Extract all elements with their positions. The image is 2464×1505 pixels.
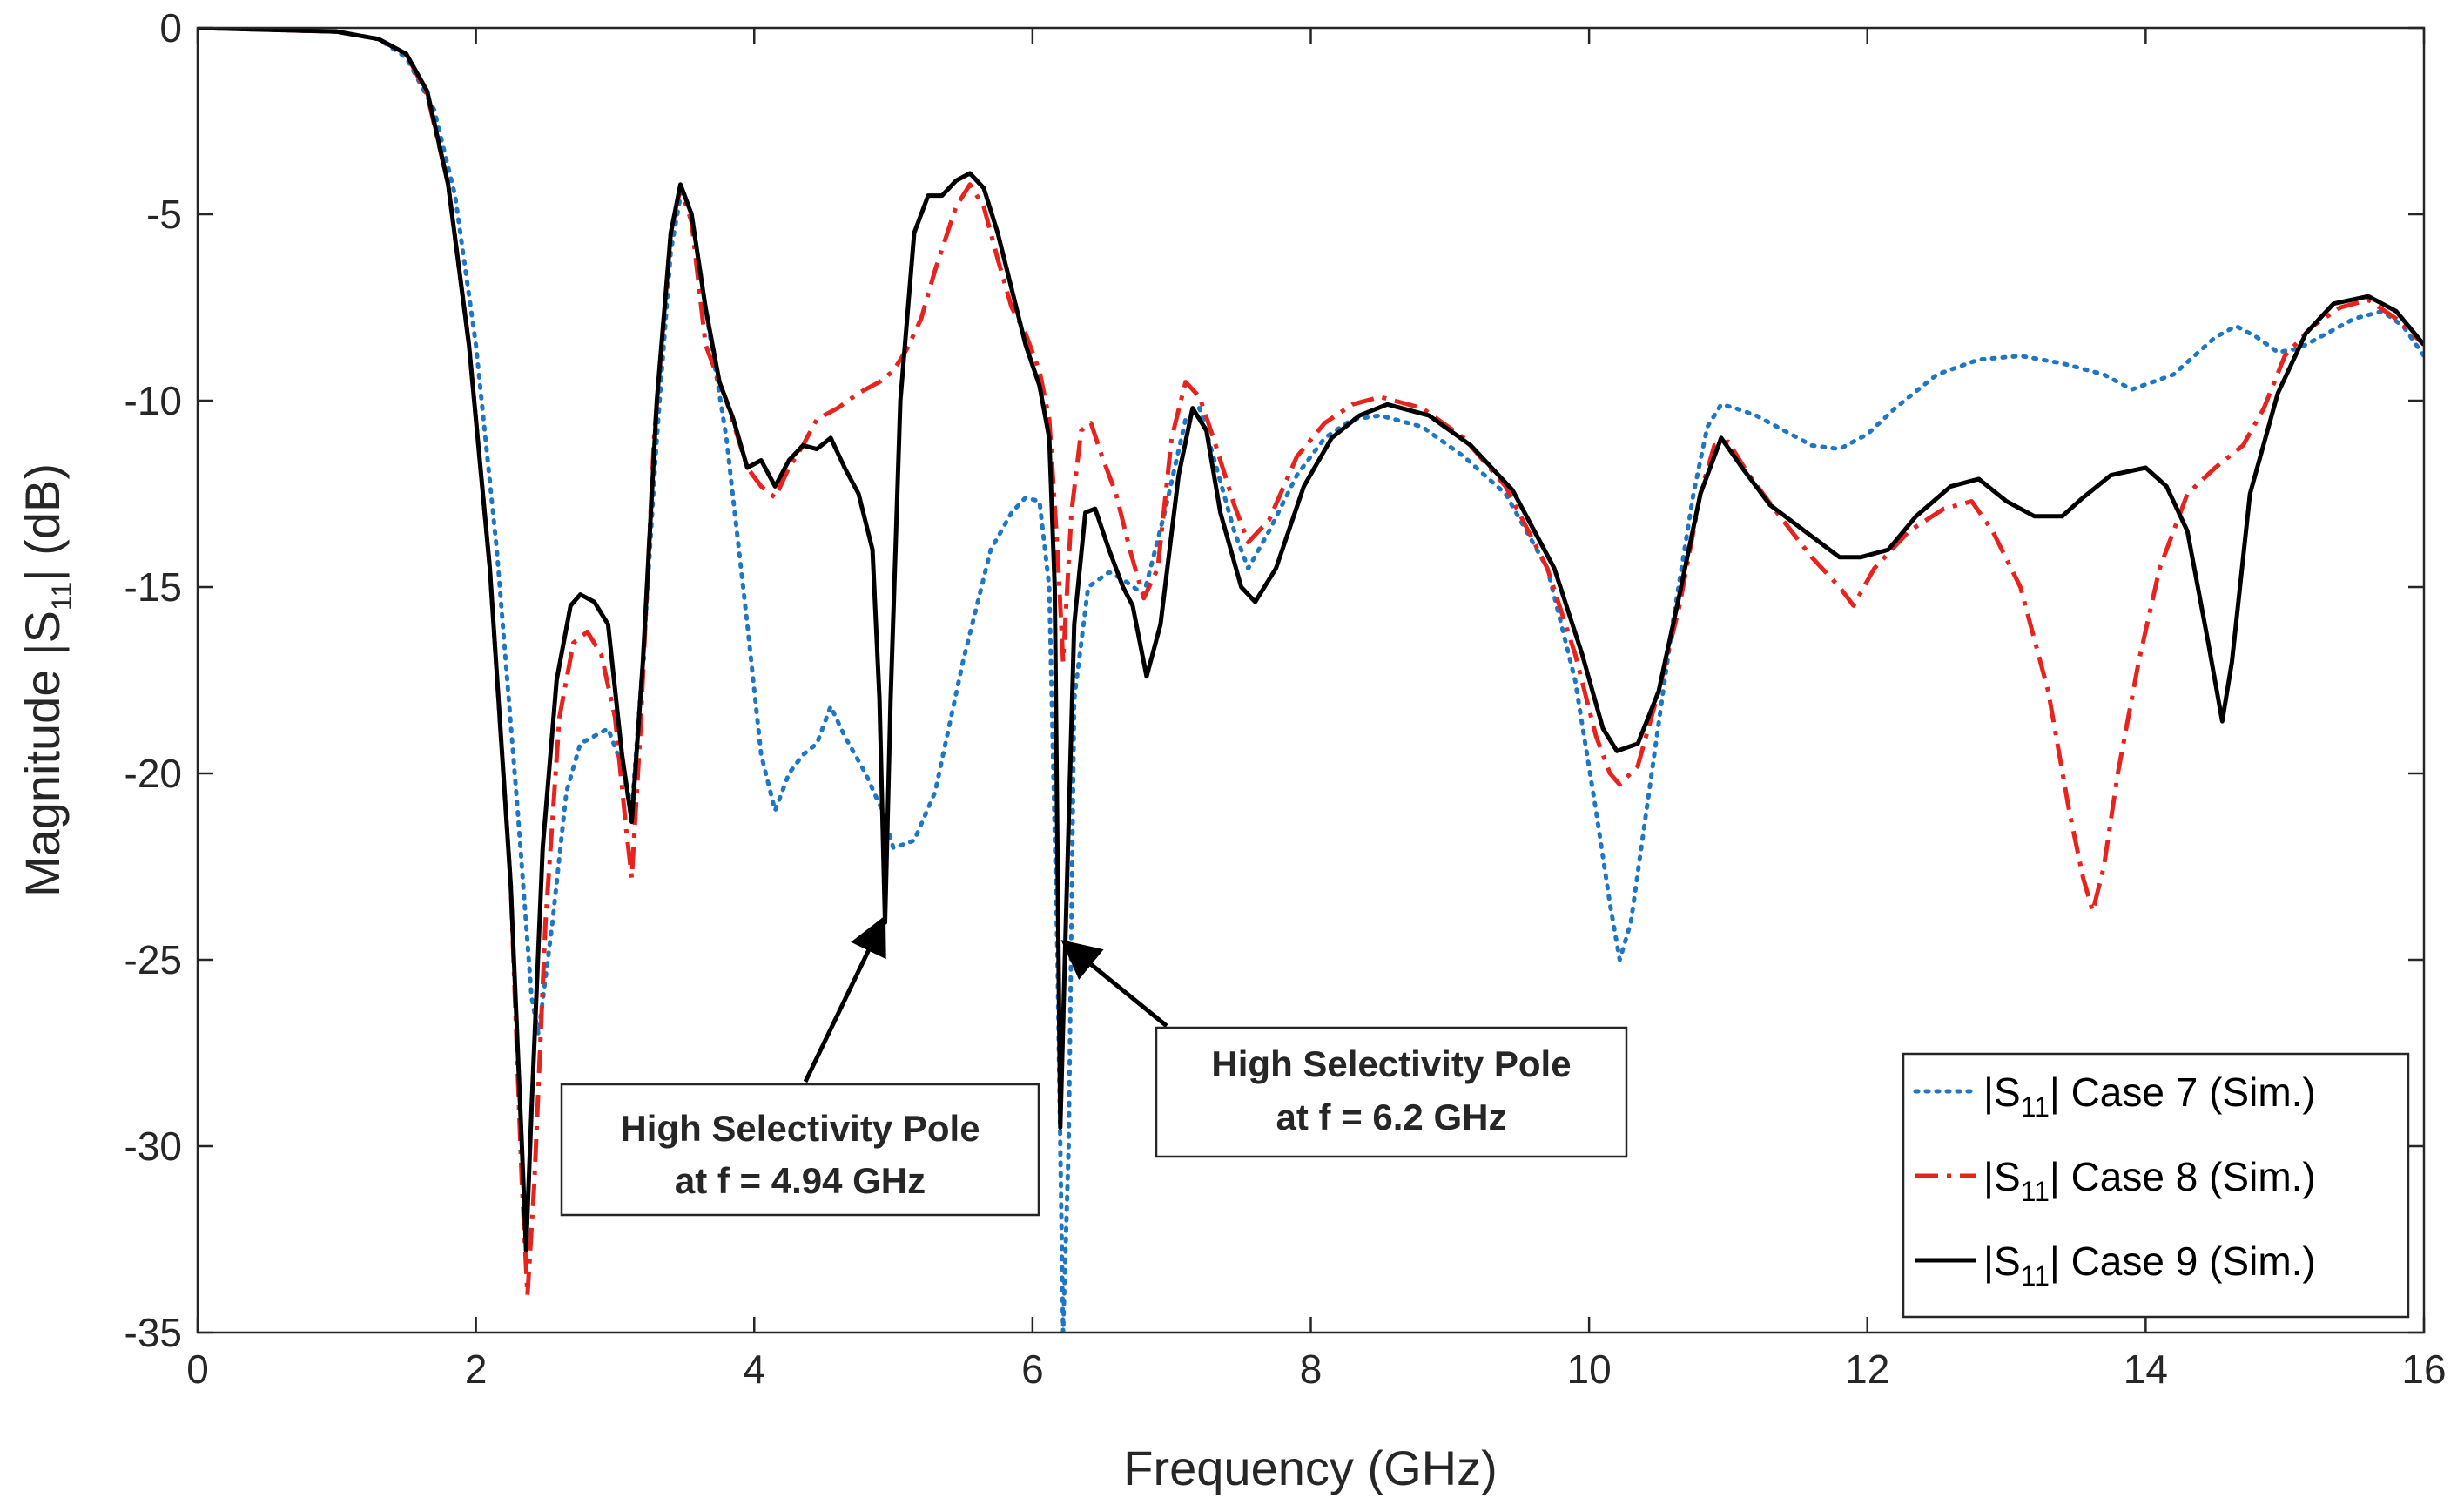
x-tick-label: 6: [1021, 1346, 1044, 1392]
y-tick-label: 0: [159, 5, 182, 51]
annotation-pole-1-arrow: [803, 914, 886, 1083]
x-tick-label: 0: [186, 1346, 209, 1392]
y-tick-label: -10: [125, 378, 182, 423]
y-tick-label: -25: [125, 937, 182, 982]
legend-label-case-8: |S11| Case 8 (Sim.): [1983, 1154, 2316, 1207]
y-tick-label: -35: [125, 1310, 182, 1355]
annotation-pole-2-arrow: [1060, 940, 1168, 1028]
series-line-case-8: [198, 28, 2424, 1298]
y-tick-label: -30: [125, 1124, 182, 1169]
x-tick-label: 12: [1845, 1346, 1889, 1392]
annotation-pole-1: High Selectivity Pole at f = 4.94 GHz: [560, 914, 1040, 1217]
series-line-case-9: [198, 28, 2424, 1253]
annotation-pole-2-box: [1155, 1026, 1628, 1158]
y-tick-label: -15: [125, 564, 182, 610]
annotation-pole-1-line-1: High Selectivity Pole: [620, 1108, 980, 1149]
annotation-pole-1-box: [560, 1083, 1040, 1217]
x-tick-label: 2: [465, 1346, 488, 1392]
x-tick-label: 10: [1567, 1346, 1612, 1392]
legend-entry-case-7: |S11| Case 7 (Sim.): [1913, 1070, 2316, 1123]
legend-box: [1902, 1052, 2410, 1319]
y-tick-label: -20: [125, 751, 182, 796]
x-tick-label: 4: [743, 1346, 765, 1392]
x-tick-label: 16: [2401, 1346, 2446, 1392]
x-tick-label: 14: [2124, 1346, 2168, 1392]
series-layer: [198, 28, 2424, 1333]
annotation-pole-2-line-2: at f = 6.2 GHz: [1276, 1097, 1507, 1137]
x-tick-label: 8: [1300, 1346, 1323, 1392]
annotation-pole-1-line-2: at f = 4.94 GHz: [675, 1160, 926, 1201]
legend-label-case-7: |S11| Case 7 (Sim.): [1983, 1070, 2316, 1123]
y-tick-label: -5: [146, 192, 182, 237]
legend-label-case-9: |S11| Case 9 (Sim.): [1983, 1238, 2316, 1292]
legend: |S11| Case 7 (Sim.) |S11| Case 8 (Sim.) …: [1902, 1052, 2410, 1319]
annotation-pole-2: High Selectivity Pole at f = 6.2 GHz: [1060, 940, 1628, 1158]
axis-ticks: 0 2 4 6 8 10 12 14 16 0 -5 -10 -15 -20 -25 -30 -35: [125, 5, 2447, 1392]
legend-entry-case-8: |S11| Case 8 (Sim.): [1915, 1154, 2316, 1207]
legend-entry-case-9: |S11| Case 9 (Sim.): [1915, 1238, 2316, 1292]
annotation-pole-2-line-1: High Selectivity Pole: [1211, 1043, 1571, 1084]
x-axis-label: Frequency (GHz): [1123, 1441, 1497, 1495]
y-axis-label: Magnitude |S11| (dB): [15, 463, 77, 897]
